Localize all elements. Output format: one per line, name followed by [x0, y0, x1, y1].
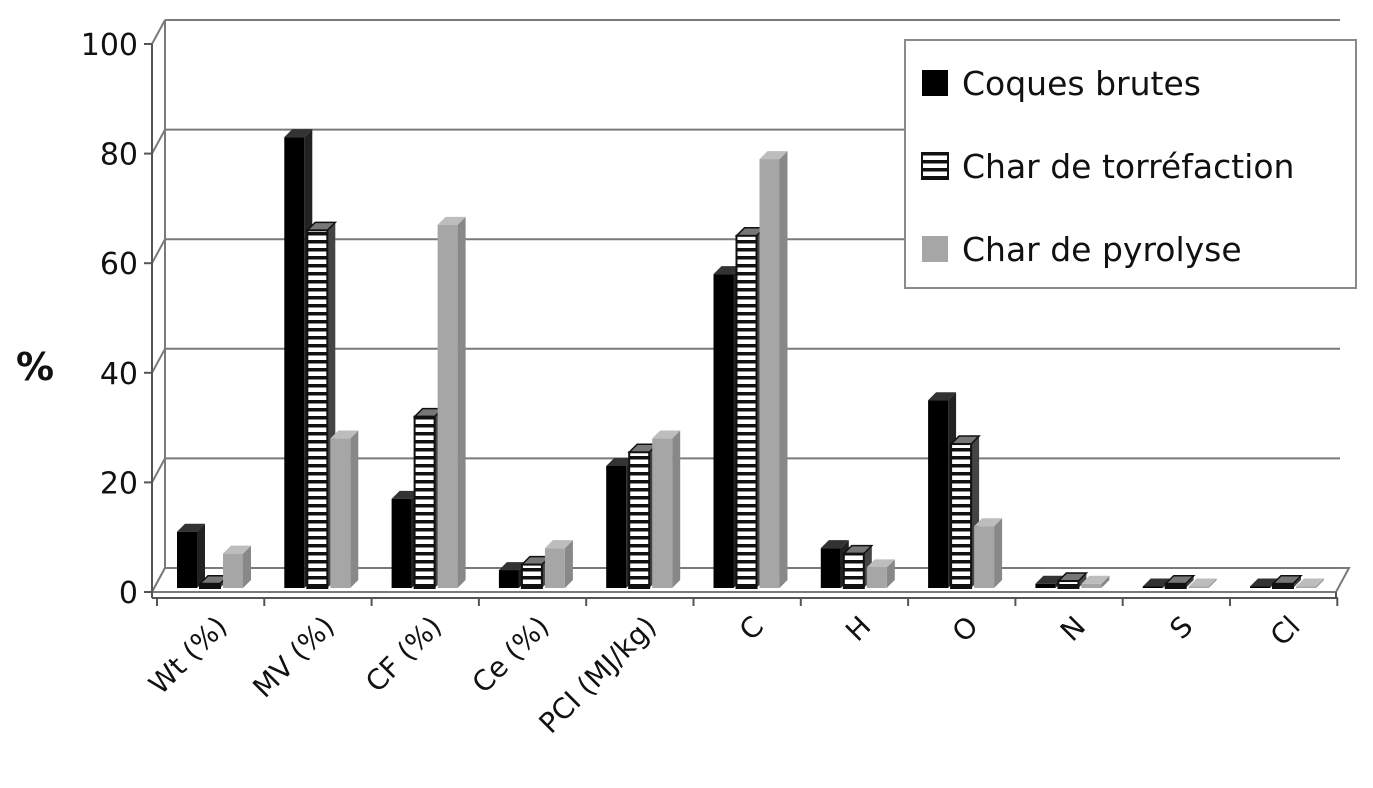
bar: [200, 584, 220, 588]
bar: [1250, 587, 1270, 588]
legend: Coques brutes Char de torréfaction Char …: [905, 40, 1356, 288]
x-tick-label: Ce (%): [466, 610, 556, 700]
bar: [928, 400, 948, 588]
y-tick-label: 60: [100, 247, 138, 282]
bar-side: [994, 518, 1002, 588]
bar: [438, 225, 458, 588]
bar: [330, 439, 350, 588]
bar-side: [350, 431, 358, 588]
x-tick-labels: Wt (%) MV (%) CF (%) Ce (%)PCI (MJ/kg) C H O N S…: [142, 610, 1306, 740]
legend-label-coques-brutes: Coques brutes: [962, 64, 1201, 103]
y-tick-label: 20: [100, 466, 138, 501]
bar-side: [197, 524, 205, 588]
bar: [867, 567, 887, 588]
bar: [392, 499, 412, 588]
bar: [1081, 584, 1101, 588]
bar: [1166, 584, 1186, 588]
bar: [223, 554, 243, 588]
bar: [652, 439, 672, 588]
bar: [737, 236, 757, 588]
x-tick-label: O: [946, 610, 985, 649]
gridline-side: [152, 239, 165, 263]
x-tick-label: C: [733, 610, 770, 647]
x-tick-label: H: [839, 610, 877, 648]
bar: [1296, 587, 1316, 588]
bar: [821, 548, 841, 588]
x-tick-label: N: [1054, 610, 1092, 648]
bar: [415, 417, 435, 588]
bar: [522, 565, 542, 588]
bar: [844, 554, 864, 588]
legend-swatch-char-de-pyrolyse: [922, 236, 948, 262]
y-tick-label: 80: [100, 138, 138, 173]
y-tick-label: 100: [81, 28, 138, 63]
bar: [951, 444, 971, 588]
legend-label-char-de-pyrolyse: Char de pyrolyse: [962, 230, 1242, 269]
y-tick-label: 40: [100, 357, 138, 392]
bar: [974, 526, 994, 588]
gridline-side: [152, 20, 165, 44]
bar: [760, 159, 780, 588]
legend-label-char-de-torrefaction: Char de torréfaction: [962, 147, 1294, 186]
y-axis-label: %: [16, 345, 54, 389]
bar-side: [672, 431, 680, 588]
bar: [1189, 587, 1209, 588]
x-tick-label: MV (%): [246, 610, 341, 705]
gridline-side: [152, 130, 165, 154]
bar: [307, 230, 327, 588]
y-tick-label: 0: [119, 576, 138, 611]
bar: [1273, 584, 1293, 588]
legend-swatch-char-de-torrefaction: [922, 153, 948, 179]
bar: [1035, 584, 1055, 588]
x-tick-label: PCI (MJ/kg): [532, 610, 662, 740]
bar: [1143, 587, 1163, 588]
bar-side: [458, 217, 466, 588]
x-tick-label: Cl: [1264, 610, 1307, 653]
bar-side: [780, 151, 788, 588]
gridline-side: [152, 349, 165, 373]
bar: [606, 466, 626, 588]
gridline-side: [152, 458, 165, 482]
bar: [284, 137, 304, 588]
x-tick-label: S: [1163, 610, 1199, 646]
bar: [545, 548, 565, 588]
bar: [499, 570, 519, 588]
bar-side: [565, 540, 573, 588]
bar: [714, 274, 734, 588]
x-tick-label: Wt (%): [142, 610, 233, 701]
bar: [629, 452, 649, 588]
x-tick-label: CF (%): [359, 610, 448, 699]
legend-swatch-coques-brutes: [922, 70, 948, 96]
bar: [1058, 581, 1078, 588]
bar: [177, 532, 197, 588]
